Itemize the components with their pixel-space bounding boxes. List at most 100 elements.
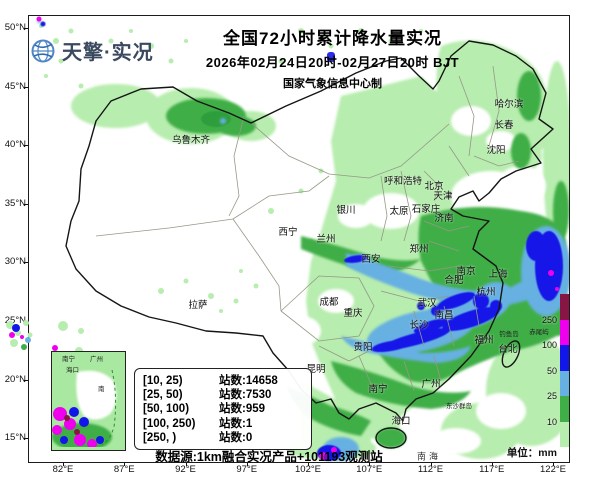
lon-tick-mark — [308, 462, 309, 466]
lon-tick-label: 102°E — [295, 464, 321, 475]
band-purple — [323, 454, 329, 460]
legend-value-label: 250 — [541, 314, 557, 325]
map-city-label: 合肥 — [444, 275, 464, 286]
map-island-label: 钓鱼岛 — [499, 331, 519, 338]
lon-tick-mark — [430, 462, 432, 466]
country-border — [65, 40, 554, 449]
stats-range: [50, 100) — [143, 403, 190, 416]
lon-tick-mark — [185, 462, 187, 466]
lat-tick-label: 45°N — [4, 80, 26, 92]
lat-tick-mark — [24, 145, 28, 147]
lon-tick-mark — [369, 462, 371, 466]
lat-tick-label: 35°N — [4, 197, 26, 209]
title-block: 全国72小时累计降水量实况 2026年02月24日20时-02月27日20时 B… — [160, 24, 505, 91]
tianqing-logo: 天擎·实况 — [30, 36, 154, 65]
lon-tick-mark — [491, 462, 493, 466]
stats-range: [25, 50) — [143, 389, 183, 402]
map-island-label: 东沙群岛 — [446, 403, 472, 410]
stats-row: [250, ) 站数:0 — [143, 431, 303, 445]
map-city-label: 南京 — [456, 266, 476, 277]
map-city-label: 杭州 — [476, 287, 496, 298]
legend-unit-label: 单位：mm — [506, 447, 557, 459]
stats-count: 站数:1 — [219, 417, 253, 430]
map-city-label: 北京 — [424, 181, 444, 192]
lat-tick-mark — [24, 28, 28, 29]
lat-tick-label: 25°N — [4, 315, 26, 326]
title-period: 2026年02月24日20时-02月27日20时 BJT — [205, 55, 460, 70]
lat-tick-label: 40°N — [4, 139, 26, 151]
stats-row: [10, 25) 站数:14658 — [143, 374, 303, 388]
legend-color-segment — [560, 294, 569, 320]
province-borders — [95, 65, 520, 392]
legend-value-label: 50 — [546, 365, 557, 376]
lat-tick-mark — [24, 203, 28, 205]
inset-place-label: 海口 — [66, 367, 79, 374]
lat-tick-label: 50°N — [4, 22, 26, 33]
map-city-label: 济南 — [434, 213, 454, 224]
legend-color-segment — [560, 421, 569, 447]
map-city-label: 拉萨 — [188, 300, 208, 311]
map-city-label: 上海 — [488, 269, 508, 280]
lat-tick-mark — [24, 86, 28, 88]
stats-count: 站数:0 — [219, 431, 253, 444]
sea-label: 南海 — [416, 451, 442, 462]
map-city-label: 南宁 — [368, 384, 388, 395]
station-stats-box: [10, 25) 站数:14658 [25, 50) 站数:7530 [50, 100)… — [134, 368, 312, 450]
map-city-label: 呼和浩特 — [383, 176, 423, 187]
logo-text: 天擎·实况 — [62, 42, 154, 64]
lon-tick-label: 122°E — [540, 464, 566, 475]
legend-color-segment — [560, 319, 569, 345]
lon-tick-label: 87°E — [113, 464, 135, 475]
map-city-label: 昆明 — [306, 364, 326, 375]
stats-row: [50, 100) 站数:959 — [143, 402, 303, 416]
globe-icon — [31, 39, 55, 62]
map-city-label: 南昌 — [434, 310, 454, 321]
legend-color-segment — [560, 370, 569, 396]
map-city-label: 沈阳 — [486, 145, 506, 156]
lon-tick-mark — [63, 462, 64, 466]
himalaya-precip-specks — [6, 320, 33, 350]
lon-tick-mark — [246, 462, 248, 466]
map-city-label: 石家庄 — [411, 204, 441, 215]
stats-row: [25, 50) 站数:7530 — [143, 388, 303, 402]
stats-range: [100, 250) — [143, 417, 196, 430]
stats-range: [250, ) — [143, 431, 177, 444]
inset-place-label: 广州 — [90, 356, 103, 363]
stats-count: 站数:959 — [219, 403, 266, 416]
inset-place-label: 南 — [98, 386, 105, 393]
map-city-label: 哈尔滨 — [494, 99, 524, 110]
map-city-label: 西宁 — [278, 227, 298, 238]
map-city-label: 太原 — [389, 206, 409, 217]
stats-count: 站数:14658 — [219, 375, 278, 387]
stats-count: 站数:7530 — [219, 389, 272, 402]
light-green-specks — [39, 24, 423, 355]
map-city-label: 西安 — [361, 254, 381, 265]
lat-tick-label: 15°N — [4, 432, 26, 444]
lat-tick-label: 30°N — [4, 256, 26, 268]
lon-tick-label: 92°E — [175, 464, 196, 475]
title-producer: 国家气象信息中心制 — [283, 78, 382, 90]
page-title: 全国72小时累计降水量实况 — [223, 29, 442, 48]
legend-value-label: 10 — [546, 416, 557, 427]
legend-value-label: 100 — [541, 340, 557, 350]
map-city-label: 广州 — [421, 379, 441, 390]
data-source-text: 数据源:1km融合实况产品+101193观测站 — [155, 450, 383, 463]
map-city-label: 长沙 — [409, 320, 429, 331]
map-city-label: 乌鲁木齐 — [171, 135, 211, 146]
map-city-label: 长春 — [494, 120, 514, 131]
map-city-label: 天津 — [433, 191, 453, 202]
inset-precip-layer — [52, 369, 117, 447]
china-precipitation-map: 乌鲁木齐 哈尔滨 长春 沈阳 呼和浩特 北京 天津 石家庄 太原 济南 银川 西宁 兰州 郑州 西安 南京 上海… — [28, 15, 570, 463]
precip-layer — [36, 16, 569, 461]
legend-color-segment — [560, 345, 569, 371]
stats-row: [100, 250) 站数:1 — [143, 417, 303, 431]
stats-range: [10, 25) — [143, 375, 183, 387]
map-city-label: 成都 — [319, 297, 339, 308]
green-core — [201, 111, 231, 127]
lon-tick-label: 117°E — [479, 464, 505, 475]
legend-color-segment — [560, 396, 569, 422]
lon-tick-label: 82°E — [52, 464, 74, 475]
precip-legend-bar — [560, 294, 569, 447]
map-island-label: 赤尾屿 — [529, 329, 549, 336]
